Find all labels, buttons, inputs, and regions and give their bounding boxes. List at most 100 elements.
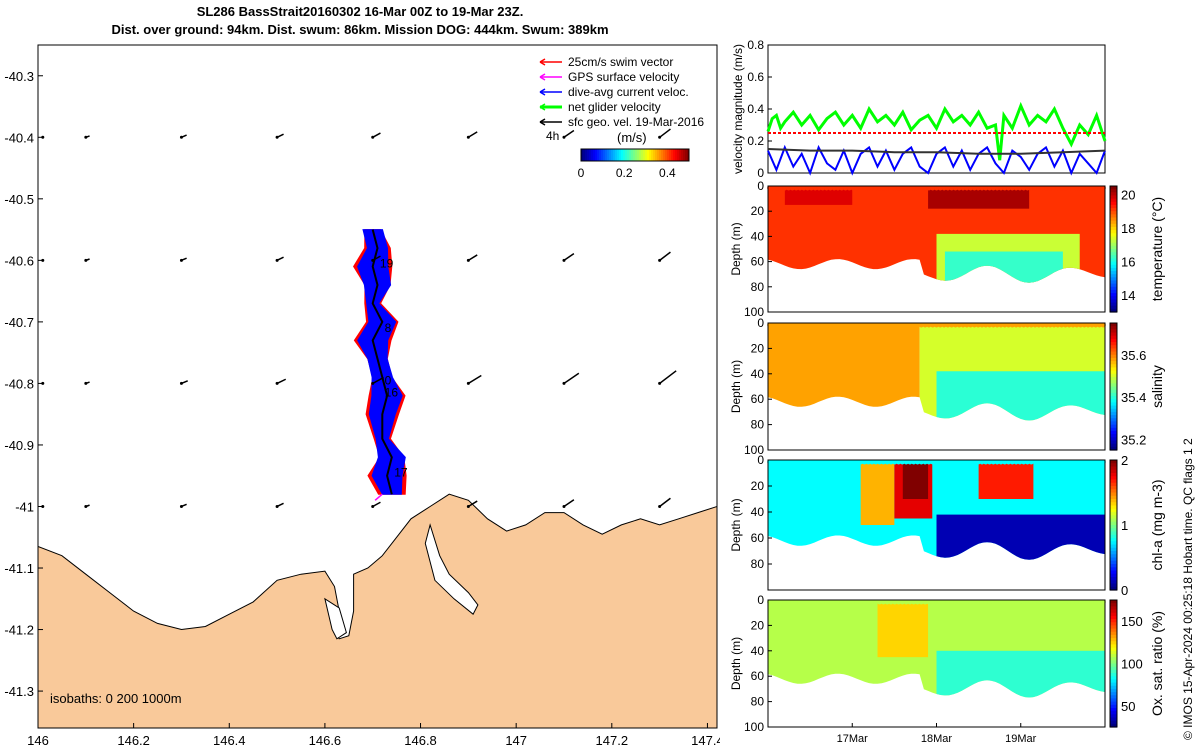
colorbar-cell xyxy=(1110,534,1117,539)
colorbar-tick-label: 14 xyxy=(1121,288,1135,303)
profile-dot xyxy=(835,185,841,191)
profile-dot xyxy=(971,599,977,605)
colorbar-cell xyxy=(1110,647,1117,652)
profile-dot xyxy=(877,185,883,191)
profile-dot xyxy=(1085,185,1091,191)
geo-velocity-origin xyxy=(466,135,470,139)
colorbar-cell xyxy=(1110,695,1117,700)
profile-dot xyxy=(831,599,837,605)
profile-dot xyxy=(1059,459,1065,465)
colorbar-cell xyxy=(1110,258,1117,263)
profile-dot xyxy=(797,185,803,191)
x-tick-label: 19Mar xyxy=(1005,733,1037,745)
profile-dot xyxy=(1074,185,1080,191)
profile-dot xyxy=(1089,185,1095,191)
profile-dot xyxy=(1021,185,1027,191)
colorbar-cell xyxy=(1110,547,1117,552)
profile-dot xyxy=(1017,185,1023,191)
depth-ylabel: Depth (m) xyxy=(729,637,743,690)
colorbar-cell xyxy=(1110,440,1117,445)
profile-dot xyxy=(827,322,833,328)
profile-dot xyxy=(854,185,860,191)
colorbar-cell xyxy=(1110,204,1117,209)
profile-dot xyxy=(952,322,958,328)
colorbar-cell xyxy=(647,149,650,161)
profile-dot xyxy=(1024,459,1030,465)
profile-dot xyxy=(767,459,773,465)
colorbar-tick-label: 2 xyxy=(1121,453,1128,468)
profile-dot xyxy=(960,459,966,465)
profile-dot xyxy=(971,459,977,465)
colorbar-cell xyxy=(1110,499,1117,503)
colorbar-tick-label: 20 xyxy=(1121,187,1135,202)
profile-dot xyxy=(789,459,795,465)
profile-dot xyxy=(1013,185,1019,191)
profile-dot xyxy=(1002,459,1008,465)
profile-dot xyxy=(915,322,921,328)
profile-dot xyxy=(850,322,856,328)
profile-dot xyxy=(820,185,826,191)
day-label: 0 xyxy=(385,373,392,387)
profile-dot xyxy=(949,185,955,191)
colorbar-cell xyxy=(603,149,606,161)
profile-dot xyxy=(877,322,883,328)
heatmap-region xyxy=(768,186,1105,283)
profile-dot xyxy=(918,185,924,191)
heatmap-region xyxy=(936,650,1105,698)
profile-dot xyxy=(888,599,894,605)
y-tick-label: 0 xyxy=(757,166,764,180)
geo-velocity-arrow xyxy=(467,500,478,508)
colorbar-label: temperature (°C) xyxy=(1149,197,1165,301)
profile-dot xyxy=(1021,459,1027,465)
colorbar-cell xyxy=(653,149,656,161)
profile-dot xyxy=(1024,599,1030,605)
profile-dot xyxy=(926,322,932,328)
colorbar-cell xyxy=(617,149,620,161)
colorbar-cell xyxy=(1110,201,1117,206)
colorbar-cell xyxy=(1110,528,1117,533)
profile-dot xyxy=(937,599,943,605)
map-axes-box xyxy=(37,44,718,729)
profile-dot xyxy=(968,459,974,465)
colorbar-cell xyxy=(1110,463,1117,468)
heatmap-field xyxy=(768,186,1105,283)
colorbar-cell xyxy=(1110,679,1117,684)
legend-entry: 25cm/s swim vector xyxy=(568,55,673,69)
profile-dot xyxy=(937,185,943,191)
legend-arrowhead xyxy=(539,58,546,66)
colorbar-cell xyxy=(651,149,654,161)
colorbar-cell xyxy=(1110,396,1117,400)
geo-velocity-origin xyxy=(275,381,279,385)
profile-dot xyxy=(892,322,898,328)
profile-dot xyxy=(964,322,970,328)
colorbar-cell xyxy=(631,149,634,161)
heatmap-axes-box xyxy=(767,185,1106,313)
profile-dot xyxy=(899,599,905,605)
x-tick-label: 146 xyxy=(27,733,49,748)
colorbar-cell xyxy=(1110,289,1117,294)
profile-dot xyxy=(960,599,966,605)
profile-dot xyxy=(918,459,924,465)
y-tick-label: 0 xyxy=(757,593,764,607)
profile-dot xyxy=(1078,459,1084,465)
profile-dot xyxy=(843,599,849,605)
heatmap-region xyxy=(768,600,1105,698)
profile-dot xyxy=(774,459,780,465)
colorbar-cell xyxy=(1110,326,1117,330)
profile-dot xyxy=(1051,322,1057,328)
profile-dot xyxy=(896,599,902,605)
colorbar-cell xyxy=(1110,434,1117,438)
colorbar-cell xyxy=(1110,521,1117,526)
colorbar-cell xyxy=(659,149,662,161)
heatmap-axes-box xyxy=(767,459,1106,591)
profile-dot xyxy=(767,185,773,191)
colorbar-cell xyxy=(1110,612,1117,617)
profile-dot xyxy=(1062,185,1068,191)
colorbar-cell xyxy=(1110,305,1117,310)
colorbar-cell xyxy=(1110,189,1117,193)
profile-dot xyxy=(1036,459,1042,465)
profile-dot xyxy=(1043,322,1049,328)
colorbar-cell xyxy=(1110,650,1117,655)
profile-dot xyxy=(816,185,822,191)
y-tick-label: 20 xyxy=(751,618,765,632)
